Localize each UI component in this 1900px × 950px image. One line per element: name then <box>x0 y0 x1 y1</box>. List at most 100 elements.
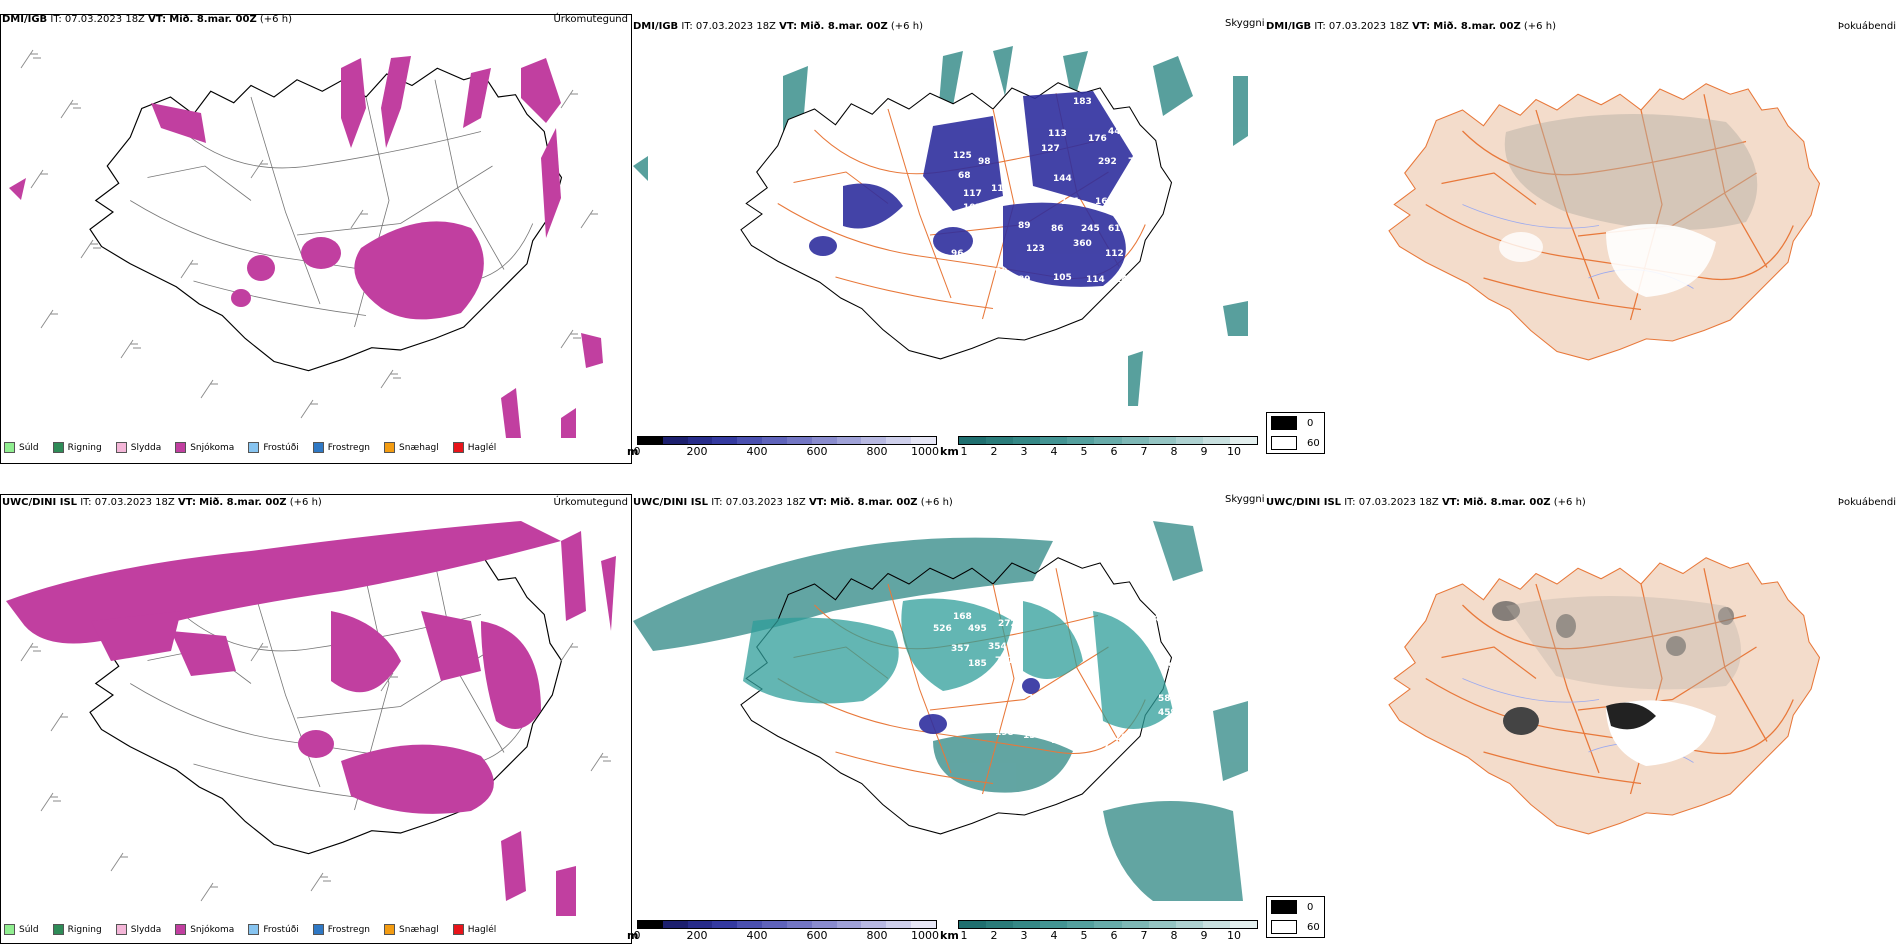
wind-barbs <box>20 642 611 902</box>
legend-item: Súld <box>4 442 39 453</box>
fog-legend-label: 60 <box>1307 921 1320 933</box>
visibility-tick: 1 <box>960 929 968 942</box>
lead-time: (+6 h) <box>289 497 322 508</box>
visibility-colorbar: km 1 2 3 4 5 6 7 8 9 10 <box>940 436 1258 459</box>
visibility-tick: 6 <box>1110 929 1118 942</box>
cloud-number: 123 <box>1026 244 1045 254</box>
cloud-number: 141 <box>1061 197 1080 207</box>
cloud-number: 292 <box>1098 157 1117 167</box>
legend-item: Slydda <box>115 442 161 453</box>
model-name: DMI/IGB <box>1266 21 1312 32</box>
visibility-tick: 5 <box>1080 445 1088 458</box>
cloud-base-labels: 168 272 526 495 357 354 781 185 194 521 … <box>871 612 1187 751</box>
lead-time: (+6 h) <box>259 14 292 25</box>
model-name: UWC/DINI ISL <box>1266 497 1342 508</box>
lead-time: (+6 h) <box>890 21 923 32</box>
cloud-number: 115 <box>1051 690 1070 700</box>
model-name: UWC/DINI ISL <box>2 497 78 508</box>
panel-header: UWC/DINI ISL IT: 07.03.2023 18Z VT: Mið.… <box>1266 496 1586 510</box>
visibility-colorbar: km 1 2 3 4 5 6 7 8 9 10 <box>940 920 1258 943</box>
legend-item: Frostúði <box>248 924 299 935</box>
panel-title: Skyggni <box>1225 494 1265 505</box>
cloud-number: 145 <box>1063 344 1082 354</box>
visibility-tick: 10 <box>1227 445 1241 458</box>
visibility-unit: km <box>940 445 959 458</box>
visibility-tick: 6 <box>1110 445 1118 458</box>
height-tick: 1000 <box>911 445 939 458</box>
cloud-number: 459 <box>1158 708 1177 718</box>
fog-panel-row1: DMI/IGB IT: 07.03.2023 18Z VT: Mið. 8.ma… <box>1266 14 1900 464</box>
panel-title: Þokuábendi <box>1837 21 1896 32</box>
cloud-number: 153 <box>1028 694 1047 704</box>
visibility-tick: 7 <box>1140 929 1148 942</box>
height-tick: 1000 <box>911 929 939 942</box>
height-tick: 600 <box>806 929 828 942</box>
legend-item: Frostregn <box>312 924 370 935</box>
cloud-number: 114 <box>1086 275 1105 285</box>
vt-value: Mið. 8.mar. 00Z <box>199 497 287 508</box>
cloud-number: 42 <box>1011 179 1024 189</box>
cloud-number: 141 <box>1115 275 1134 285</box>
cloud-number: 96 <box>951 249 964 259</box>
visibility-tick: 2 <box>990 445 998 458</box>
legend-item: Snæhagl <box>384 442 439 453</box>
cloud-number: 248 <box>1144 729 1163 739</box>
cloud-panel-row2: UWC/DINI ISL IT: 07.03.2023 18Z VT: Mið.… <box>627 494 1265 944</box>
cloud-number: 157 <box>1023 731 1042 741</box>
fog-map <box>1388 83 1821 361</box>
legend-item: Haglél <box>452 924 496 935</box>
cloud-number: 360 <box>1073 239 1092 249</box>
cloud-number: 115 <box>878 259 897 269</box>
it-label: IT: <box>711 497 723 508</box>
panel-header: UWC/DINI ISL IT: 07.03.2023 18Z VT: Mið.… <box>2 496 322 510</box>
it-label: IT: <box>80 497 92 508</box>
cloud-number: 210 <box>895 711 914 721</box>
legend-item: Rigning <box>52 442 102 453</box>
lead-time: (+6 h) <box>1523 21 1556 32</box>
visibility-tick: 8 <box>1170 929 1178 942</box>
height-colorbar: m 0 200 400 600 800 1000 <box>627 436 939 459</box>
cloud-number: 44 <box>1108 127 1121 137</box>
snow-areas <box>6 521 616 916</box>
it-label: IT: <box>1344 497 1356 508</box>
height-tick: 800 <box>866 445 888 458</box>
it-value: 07.03.2023 18Z <box>1358 497 1439 508</box>
fog-legend-label: 0 <box>1307 417 1314 429</box>
it-value: 07.03.2023 18Z <box>1328 21 1409 32</box>
cloud-number: 185 <box>968 659 987 669</box>
it-label: IT: <box>1314 21 1326 32</box>
panel-header: UWC/DINI ISL IT: 07.03.2023 18Z VT: Mið.… <box>633 496 953 510</box>
cloud-number: 121 <box>871 736 890 746</box>
cloud-number: 112 <box>1105 249 1124 259</box>
model-name: UWC/DINI ISL <box>633 497 709 508</box>
cloud-number: 526 <box>933 624 952 634</box>
it-value: 07.03.2023 18Z <box>94 497 175 508</box>
cloud-number: 168 <box>953 612 972 622</box>
cloud-number: 580 <box>1158 694 1177 704</box>
cloud-number: 194 <box>1141 614 1160 624</box>
vt-label: VT: <box>1441 497 1460 508</box>
it-label: IT: <box>681 21 693 32</box>
height-bar <box>637 436 937 445</box>
cloud-number: 125 <box>953 151 972 161</box>
visibility-tick: 5 <box>1080 929 1088 942</box>
visibility-unit: km <box>940 929 959 942</box>
legend-item: Snjókoma <box>175 442 234 453</box>
cloud-number: 357 <box>951 644 970 654</box>
precip-map <box>9 49 603 438</box>
fog-legend-label: 0 <box>1307 901 1314 913</box>
visibility-tick: 8 <box>1170 445 1178 458</box>
legend-item: Snjókoma <box>175 924 234 935</box>
vt-value: Mið. 8.mar. 00Z <box>800 21 888 32</box>
panel-title: Skyggni <box>1225 18 1265 29</box>
vt-label: VT: <box>177 497 196 508</box>
panel-header: DMI/IGB IT: 07.03.2023 18Z VT: Mið. 8.ma… <box>1266 20 1556 34</box>
lead-time: (+6 h) <box>920 497 953 508</box>
cloud-panel-row1: DMI/IGB IT: 07.03.2023 18Z VT: Mið. 8.ma… <box>627 14 1265 464</box>
visibility-bar <box>958 920 1258 929</box>
cloud-number: 86 <box>1051 224 1064 234</box>
legend-item: Rigning <box>52 924 102 935</box>
visibility-bar <box>958 436 1258 445</box>
it-label: IT: <box>50 14 62 25</box>
visibility-tick: 3 <box>1020 929 1028 942</box>
